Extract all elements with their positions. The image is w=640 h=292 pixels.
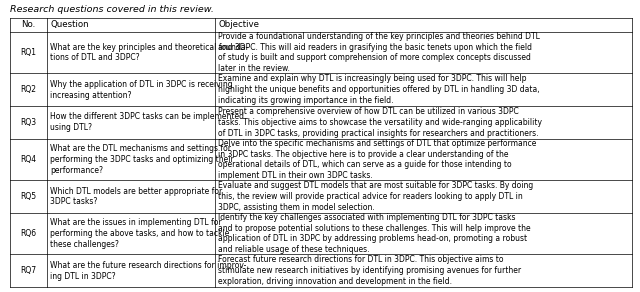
Text: Objective: Objective [218, 20, 259, 29]
Text: RQ1: RQ1 [20, 48, 36, 57]
Text: Present a comprehensive overview of how DTL can be utilized in various 3DPC
task: Present a comprehensive overview of how … [218, 107, 542, 138]
Text: Forecast future research directions for DTL in 3DPC. This objective aims to
stim: Forecast future research directions for … [218, 256, 522, 286]
Text: Research questions covered in this review.: Research questions covered in this revie… [10, 5, 214, 14]
Text: What are the issues in implementing DTL for
performing the above tasks, and how : What are the issues in implementing DTL … [51, 218, 230, 249]
Text: Provide a foundational understanding of the key principles and theories behind D: Provide a foundational understanding of … [218, 32, 540, 73]
Text: RQ3: RQ3 [20, 118, 36, 127]
Text: RQ5: RQ5 [20, 192, 36, 201]
Text: Why the application of DTL in 3DPC is receiving
increasing attention?: Why the application of DTL in 3DPC is re… [51, 80, 233, 100]
Text: What are the key principles and theoretical founda-
tions of DTL and 3DPC?: What are the key principles and theoreti… [51, 43, 248, 62]
Text: RQ6: RQ6 [20, 229, 36, 238]
Text: What are the future research directions for improv-
ing DTL in 3DPC?: What are the future research directions … [51, 261, 246, 281]
Text: What are the DTL mechanisms and settings for
performing the 3DPC tasks and optim: What are the DTL mechanisms and settings… [51, 144, 234, 175]
Text: Examine and explain why DTL is increasingly being used for 3DPC. This will help
: Examine and explain why DTL is increasin… [218, 74, 540, 105]
Text: Identify the key challenges associated with implementing DTL for 3DPC tasks
and : Identify the key challenges associated w… [218, 213, 531, 254]
Text: How the different 3DPC tasks can be implemented
using DTL?: How the different 3DPC tasks can be impl… [51, 112, 244, 132]
Text: Which DTL models are better appropriate for
3DPC tasks?: Which DTL models are better appropriate … [51, 187, 223, 206]
Text: No.: No. [22, 20, 36, 29]
Text: Question: Question [51, 20, 89, 29]
Text: RQ2: RQ2 [20, 85, 36, 94]
Text: RQ4: RQ4 [20, 155, 36, 164]
Text: Delve into the specific mechanisms and settings of DTL that optimize performance: Delve into the specific mechanisms and s… [218, 139, 536, 180]
Text: RQ7: RQ7 [20, 266, 36, 275]
Text: Evaluate and suggest DTL models that are most suitable for 3DPC tasks. By doing
: Evaluate and suggest DTL models that are… [218, 181, 534, 212]
